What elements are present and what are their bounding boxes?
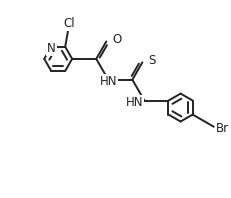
Text: O: O bbox=[112, 33, 122, 46]
Text: Cl: Cl bbox=[64, 17, 75, 30]
Text: HN: HN bbox=[100, 75, 117, 88]
Text: HN: HN bbox=[126, 96, 143, 109]
Text: N: N bbox=[47, 42, 56, 55]
Text: Br: Br bbox=[216, 122, 229, 135]
Text: S: S bbox=[149, 54, 156, 67]
